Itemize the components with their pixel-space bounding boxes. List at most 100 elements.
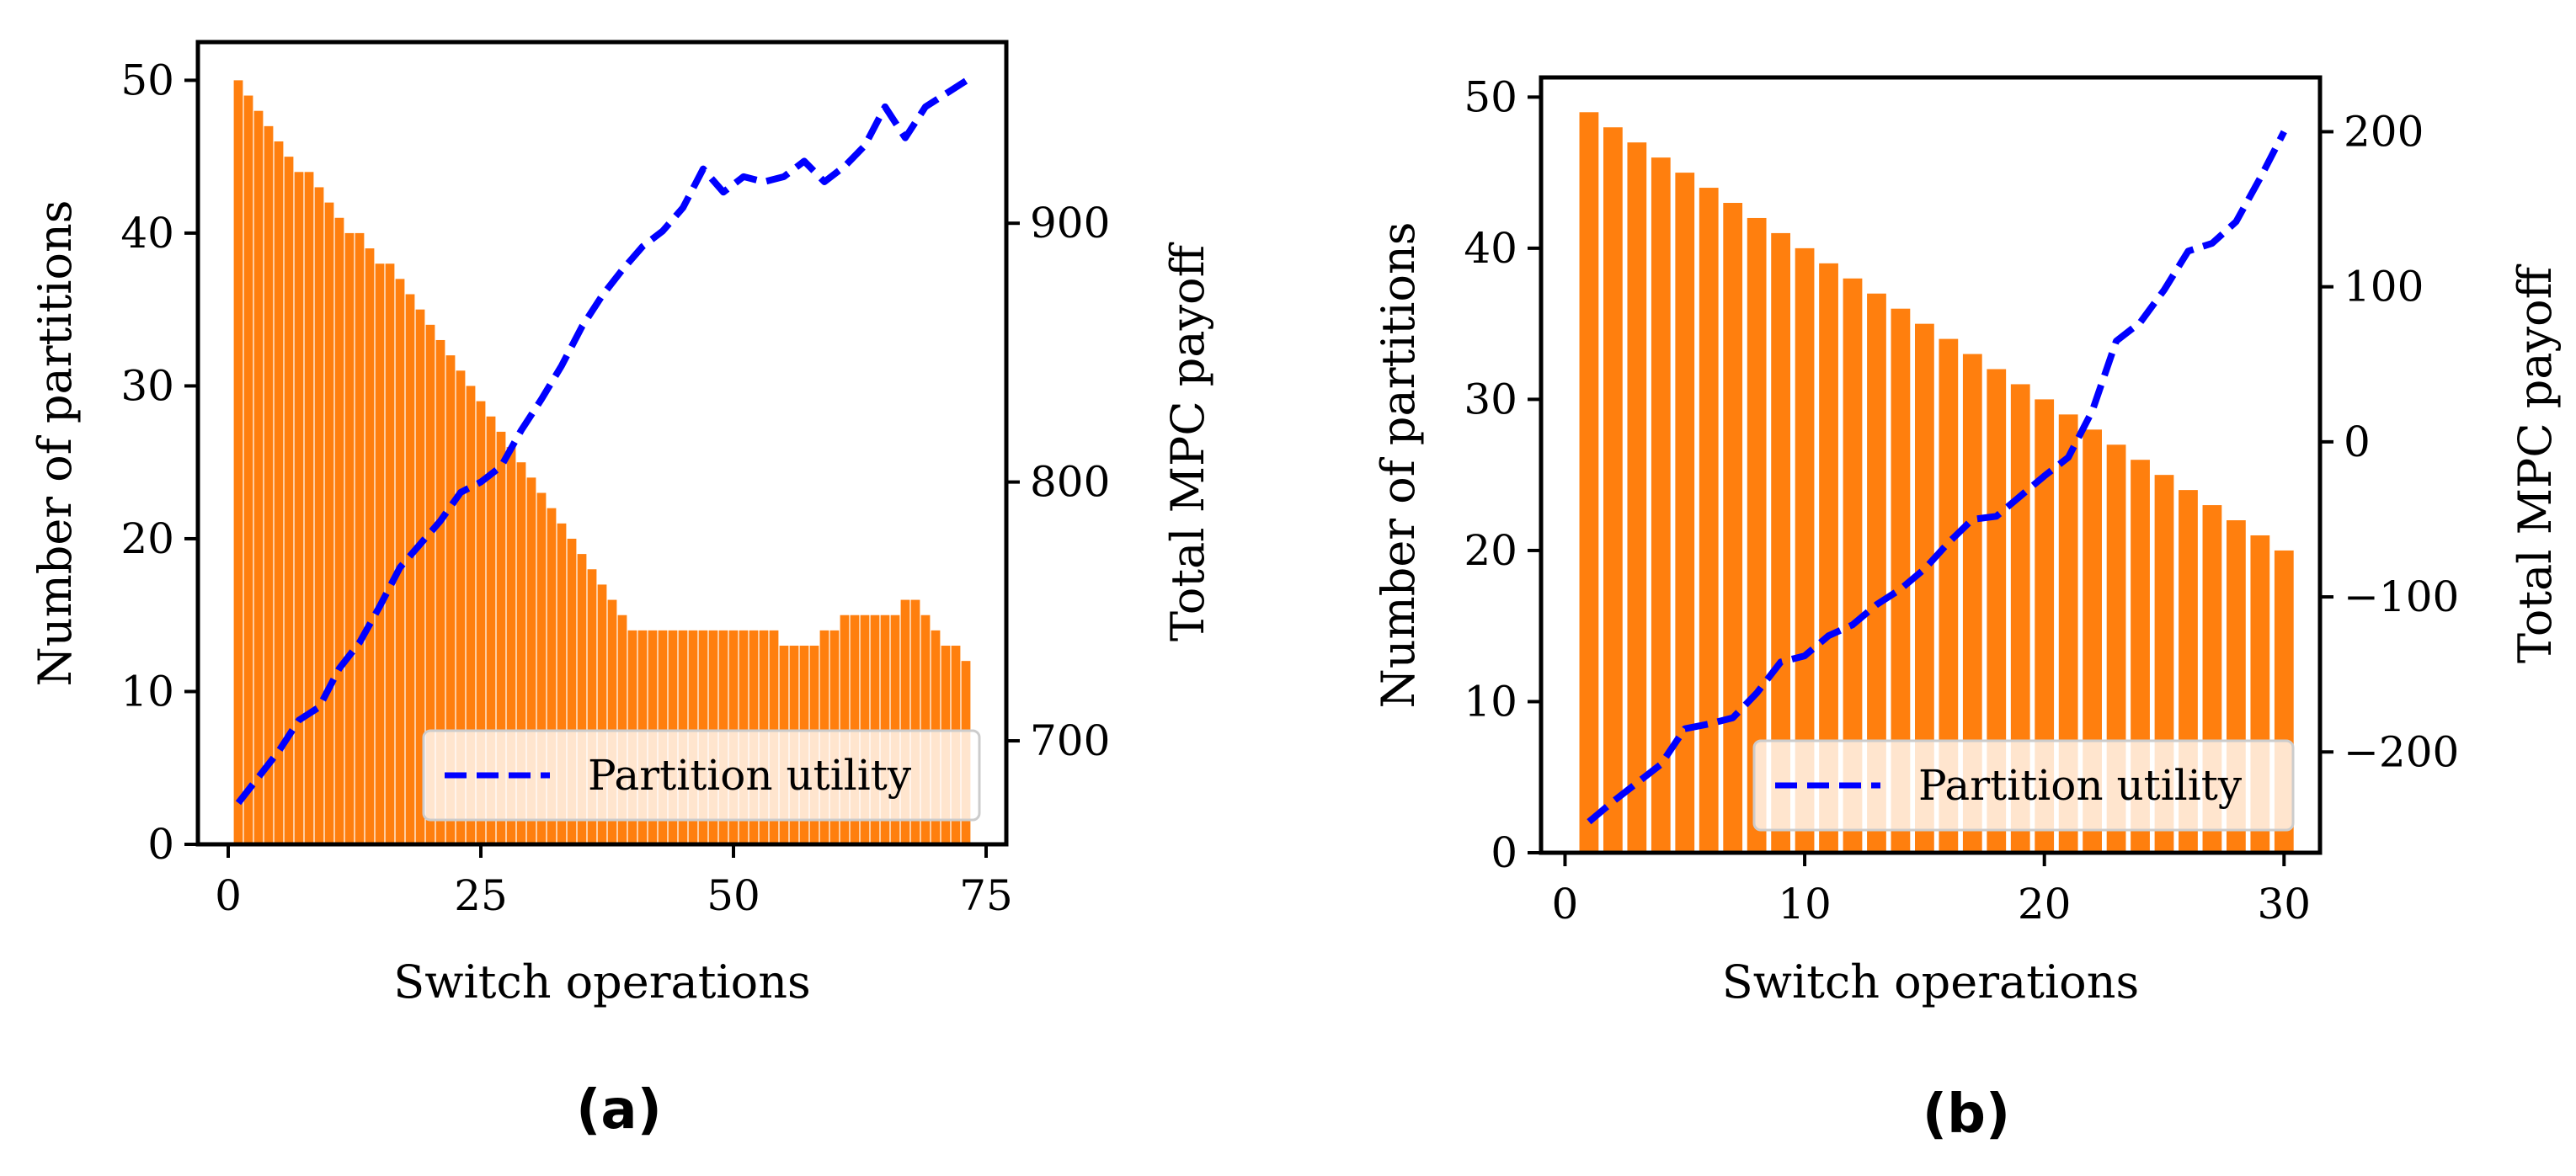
y-right-tick-label-b: 0 (2344, 418, 2371, 466)
bar-a-13 (355, 232, 365, 844)
bar-a-6 (284, 157, 294, 845)
y-right-tick-label-b: −200 (2344, 727, 2459, 776)
bar-a-20 (425, 324, 435, 844)
bar-a-16 (385, 263, 395, 844)
bar-a-36 (587, 569, 597, 844)
bar-a-37 (597, 584, 607, 844)
bar-a-21 (435, 339, 445, 844)
x-tick-label-b: 30 (2257, 880, 2311, 929)
y-left-tick-label-b: 30 (1464, 375, 1517, 423)
axes-frame-b (1539, 75, 2323, 855)
y-left-tick-label-b: 10 (1464, 677, 1517, 726)
bar-a-38 (607, 599, 617, 844)
y-right-tick-label-a: 800 (1030, 458, 1110, 507)
legend-box-a (422, 729, 981, 822)
bar-b-17 (1962, 354, 1982, 854)
y-left-tick-label-b: 20 (1464, 526, 1517, 575)
bar-b-6 (1699, 188, 1719, 854)
bar-b-1 (1579, 112, 1599, 853)
bar-b-2 (1603, 127, 1623, 854)
x-tick-label-b: 10 (1778, 880, 1832, 929)
y-left-tick-label-a: 0 (147, 820, 174, 869)
y-left-tick-label-a: 20 (120, 514, 174, 563)
legend-label-a: Partition utility (588, 751, 912, 800)
bar-a-23 (456, 370, 466, 844)
panel-b: 0 10 20 30 0 10 20 30 40 50 −200 −100 0 100 200 Switch… (1372, 72, 2562, 1146)
bar-a-8 (304, 172, 314, 845)
bar-b-12 (1843, 278, 1863, 853)
caption-b: (b) (1923, 1083, 2010, 1146)
bar-a-12 (344, 232, 355, 844)
y-right-tick-label-b: −100 (2344, 572, 2459, 621)
x-tick-label-a: 25 (454, 871, 508, 920)
bar-a-19 (415, 309, 425, 845)
bar-a-68 (910, 599, 920, 844)
ticks-a: 0 25 50 75 0 10 20 30 40 50 700 800 900 (120, 56, 1110, 920)
x-tick-label-a: 75 (959, 871, 1013, 920)
bar-b-4 (1651, 157, 1671, 854)
bar-a-26 (486, 416, 496, 844)
series-line-a (235, 77, 968, 806)
x-axis-label-b: Switch operations (1722, 955, 2139, 1008)
y-left-tick-label-a: 10 (120, 667, 174, 716)
bar-a-10 (324, 202, 334, 845)
bar-a-33 (557, 523, 567, 844)
bar-b-15 (1915, 323, 1934, 853)
bar-b-7 (1723, 203, 1743, 853)
y-right-tick-label-b: 100 (2344, 263, 2424, 311)
line-b (1587, 130, 2287, 825)
y-left-tick-label-b: 50 (1464, 72, 1517, 121)
bar-a-29 (516, 462, 526, 844)
bar-b-14 (1891, 308, 1911, 853)
bar-a-35 (577, 554, 587, 844)
bar-a-67 (900, 599, 910, 844)
y-left-tick-label-b: 40 (1464, 224, 1517, 273)
bar-a-15 (375, 263, 385, 844)
x-tick-label-b: 0 (1552, 880, 1579, 929)
y-axis-label-left-b: Number of partitions (1372, 222, 1425, 709)
bar-a-32 (547, 508, 557, 844)
bar-b-20 (2035, 399, 2055, 853)
y-left-tick-label-a: 50 (120, 56, 174, 104)
bar-b-18 (1987, 369, 2007, 853)
bar-a-18 (405, 294, 415, 844)
legend-box-b (1752, 739, 2295, 832)
bar-b-10 (1795, 247, 1815, 853)
y-right-tick-label-a: 700 (1030, 716, 1110, 765)
x-axis-label-a: Switch operations (393, 955, 810, 1008)
bar-a-17 (395, 279, 405, 844)
y-left-tick-label-a: 30 (120, 361, 174, 410)
y-right-tick-label-a: 900 (1030, 199, 1110, 247)
ticks-b: 0 10 20 30 0 10 20 30 40 50 −200 −100 0 100 200 (1464, 72, 2459, 929)
y-axis-label-right-a: Total MPC payoff (1161, 242, 1214, 641)
bar-a-4 (264, 125, 274, 845)
caption-a: (a) (576, 1079, 662, 1141)
bar-b-11 (1819, 263, 1838, 853)
bar-a-2 (243, 95, 253, 845)
bar-a-1 (233, 80, 243, 844)
bar-b-16 (1939, 338, 1959, 853)
y-axis-label-left-a: Number of partitions (29, 200, 82, 687)
bar-a-34 (567, 538, 577, 844)
panel-a: 0 25 50 75 0 10 20 30 40 50 700 800 900 Switch opera… (29, 40, 1214, 1141)
y-axis-label-right-b: Total MPC payoff (2509, 263, 2562, 663)
bar-a-11 (334, 217, 344, 844)
bar-a-9 (314, 187, 324, 844)
bar-b-13 (1867, 293, 1886, 854)
bar-a-5 (274, 141, 284, 844)
bar-a-28 (506, 447, 516, 844)
line-a (235, 77, 968, 806)
bar-a-24 (466, 386, 476, 844)
bar-b-9 (1771, 232, 1790, 854)
axes-frame-a (195, 40, 1009, 847)
bar-a-7 (294, 172, 304, 845)
series-line-b (1587, 130, 2287, 825)
bar-b-3 (1627, 142, 1647, 853)
bar-a-31 (536, 492, 547, 844)
x-tick-label-a: 50 (707, 871, 760, 920)
y-left-tick-label-a: 40 (120, 209, 174, 258)
bar-a-22 (445, 355, 456, 845)
bar-b-5 (1675, 173, 1695, 853)
x-tick-label-a: 0 (215, 871, 242, 920)
